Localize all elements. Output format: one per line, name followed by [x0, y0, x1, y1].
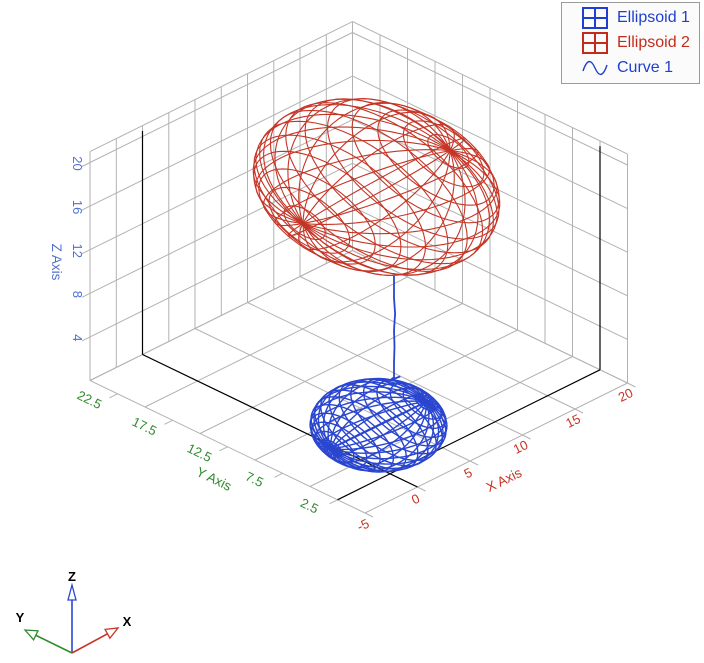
x-axis-title: X Axis	[484, 465, 525, 495]
y-axis-title: Y Axis	[194, 464, 234, 494]
curve-icon	[582, 57, 608, 79]
x-tick-label: -5	[355, 516, 372, 535]
x-tick-label: 5	[461, 465, 474, 482]
x-tick-label: 20	[616, 385, 636, 405]
legend-label: Ellipsoid 2	[617, 33, 690, 51]
legend-label: Ellipsoid 1	[617, 8, 690, 26]
z-tick-label: 4	[70, 334, 85, 341]
orientation-triad: Z X Y	[16, 569, 132, 654]
triad-z-label: Z	[68, 569, 76, 584]
x-tick-label: 15	[563, 411, 583, 431]
legend: Ellipsoid 1 Ellipsoid 2 Curve 1	[561, 2, 700, 84]
triad-y-label: Y	[16, 610, 25, 625]
y-tick-label: 12.5	[185, 440, 214, 465]
y-tick-label: 7.5	[243, 469, 266, 490]
legend-label: Curve 1	[617, 59, 674, 77]
x-tick-label: 0	[409, 491, 422, 508]
z-tick-label: 16	[70, 200, 85, 214]
triad-x-label: X	[123, 614, 132, 629]
grid-icon	[582, 6, 608, 29]
z-axis-title: Z Axis	[49, 244, 64, 281]
y-tick-label: 17.5	[130, 414, 159, 439]
triad-z-arrow	[67, 582, 77, 653]
ellipsoid2-wireframe	[252, 98, 501, 276]
y-tick-label: 22.5	[75, 387, 104, 412]
triad-x-arrow	[71, 627, 120, 654]
ellipsoid1-wireframe	[309, 377, 448, 473]
tick-labels: -5 0 5 10 15 20 2.5 7.5 12.5 17.5 22.5 4 8 12 16 20	[70, 156, 635, 534]
curve1-line	[389, 275, 401, 382]
z-tick-label: 20	[70, 156, 85, 170]
series-wireframes	[252, 98, 501, 473]
grid-lines	[81, 21, 636, 518]
y-tick-label: 2.5	[298, 495, 321, 516]
legend-item-ellipsoid2: Ellipsoid 2	[582, 30, 695, 55]
legend-item-curve1: Curve 1	[582, 56, 695, 81]
axis-box-lines	[141, 131, 601, 501]
triad-y-arrow	[23, 629, 73, 654]
z-tick-label: 12	[70, 243, 85, 257]
legend-item-ellipsoid1: Ellipsoid 1	[582, 5, 695, 30]
x-tick-label: 10	[511, 437, 531, 457]
z-tick-label: 8	[70, 291, 85, 298]
grid-icon	[582, 31, 608, 54]
